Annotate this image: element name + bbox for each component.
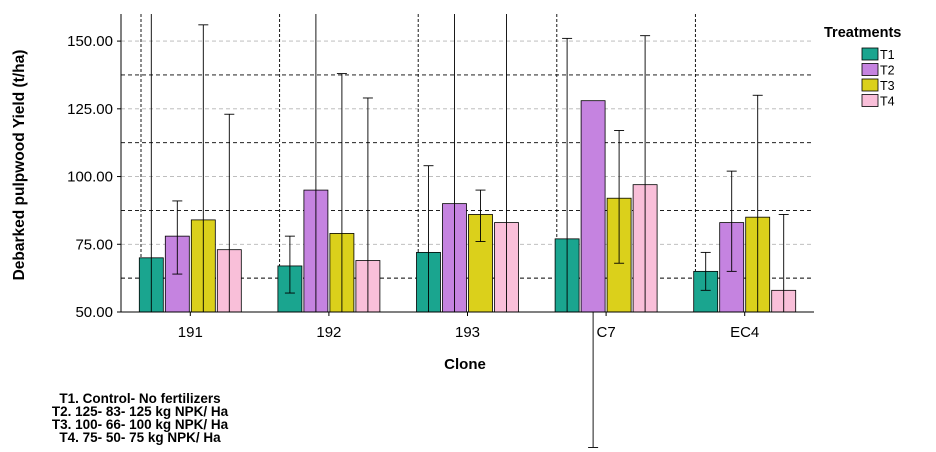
legend-label-t1: T1 bbox=[880, 48, 895, 62]
y-tick-label: 75.00 bbox=[75, 236, 113, 253]
legend-label-t2: T2 bbox=[880, 64, 895, 78]
x-axis-label: Clone bbox=[444, 356, 486, 373]
x-tick-label: 192 bbox=[316, 324, 341, 341]
x-tick-label: 191 bbox=[178, 324, 203, 341]
legend-swatch-t1 bbox=[861, 47, 879, 61]
y-tick-label: 125.00 bbox=[67, 101, 113, 118]
bar-t2 bbox=[580, 100, 606, 313]
y-tick-label: 150.00 bbox=[67, 33, 113, 50]
footnote-line: T4. 75- 50- 75 kg NPK/ Ha bbox=[59, 430, 221, 445]
legend-swatch-t3 bbox=[861, 78, 879, 92]
footnote-line: T2. 125- 83- 125 kg NPK/ Ha bbox=[51, 404, 229, 419]
y-tick-label: 100.00 bbox=[67, 169, 113, 186]
x-tick-label: C7 bbox=[597, 324, 616, 341]
y-axis-label: Debarked pulpwood Yield (t/ha) bbox=[11, 50, 28, 281]
legend-title: Treatments bbox=[824, 25, 901, 41]
legend-swatch-t2 bbox=[861, 63, 879, 76]
legend-label-t3: T3 bbox=[880, 79, 895, 93]
footnote-line: T1. Control- No fertilizers bbox=[59, 391, 221, 406]
x-tick-label: EC4 bbox=[730, 324, 759, 341]
footnote-line: T3. 100- 66- 100 kg NPK/ Ha bbox=[51, 417, 229, 432]
bars bbox=[138, 14, 797, 448]
treatment-footnote: T1. Control- No fertilizers T2. 125- 83-… bbox=[6, 391, 274, 445]
axes: 50.00 75.00 100.00 125.00 150.00 191 192 193 C7 E… bbox=[67, 14, 814, 341]
legend-label-t4: T4 bbox=[880, 95, 895, 109]
x-tick-label: 193 bbox=[455, 324, 480, 341]
legend-swatch-t4 bbox=[861, 94, 879, 107]
y-tick-label: 50.00 bbox=[75, 304, 113, 321]
